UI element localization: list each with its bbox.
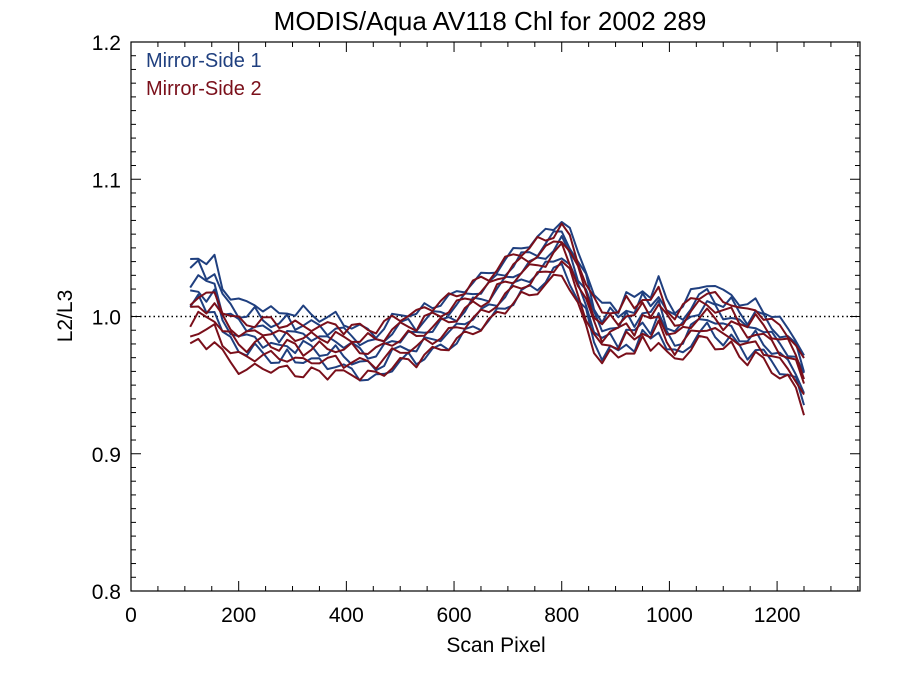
y-tick-label: 1.2: [92, 32, 121, 55]
series-line-1: [190, 221, 805, 356]
series-line-2: [189, 222, 805, 359]
chart-title: MODIS/Aqua AV118 Chl for 2002 289: [274, 6, 707, 36]
series-line-2: [189, 242, 805, 384]
x-tick-label: 1200: [754, 604, 801, 627]
legend: Mirror-Side 1 Mirror-Side 2: [146, 50, 262, 100]
x-tick-label: 1000: [646, 604, 693, 627]
x-tick-label: 400: [329, 604, 364, 627]
y-tick-label: 1.1: [92, 169, 121, 192]
legend-entry-mirror-side-1: Mirror-Side 1: [146, 50, 262, 72]
y-axis-label: L2/L3: [54, 290, 77, 343]
y-tick-label: 1.0: [92, 307, 121, 330]
plot-frame: [130, 41, 861, 592]
series-line-2: [189, 273, 805, 416]
x-tick-label: 600: [437, 604, 472, 627]
y-tick-label: 0.8: [92, 581, 121, 604]
series-lines: [189, 221, 805, 416]
x-tick-label: 800: [544, 604, 579, 627]
series-line-2: [190, 240, 805, 380]
series-line-1: [189, 235, 805, 374]
x-tick-label: 0: [125, 604, 137, 627]
x-tick-label: 200: [221, 604, 256, 627]
x-axis-label: Scan Pixel: [446, 634, 545, 657]
y-tick-label: 0.9: [92, 444, 121, 467]
legend-entry-mirror-side-2: Mirror-Side 2: [146, 78, 262, 100]
series-line-1: [189, 230, 805, 373]
series-line-2: [189, 260, 805, 396]
axes: 0 200 400 600 800 1000 1200 0.8 0.9 1.0 1.1 1.2: [92, 32, 860, 627]
